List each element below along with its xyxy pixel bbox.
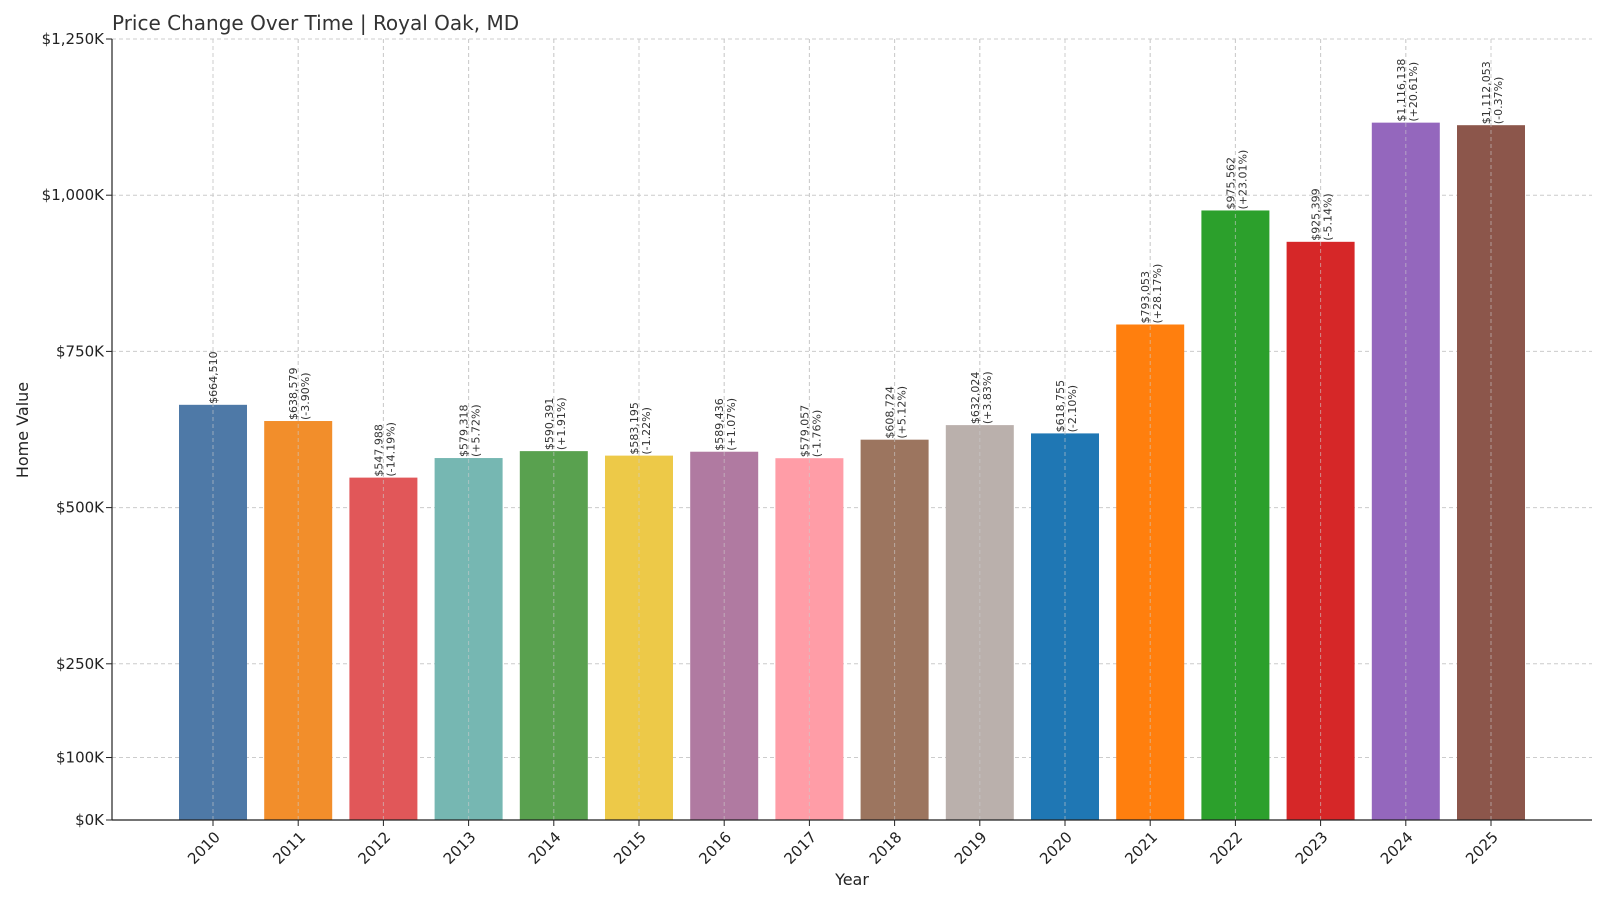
x-tick-label: 2012 — [354, 828, 394, 868]
bar-value-label: $632,024 — [969, 372, 982, 425]
bar-change-label: (+28.17%) — [1151, 264, 1164, 324]
x-tick-label: 2016 — [695, 828, 735, 868]
bar-change-label: (+5.12%) — [896, 386, 909, 439]
bar-change-label: (+3.83%) — [981, 371, 994, 424]
x-tick-label: 2020 — [1036, 828, 1076, 868]
y-tick-label: $1,250K — [42, 30, 105, 48]
x-axis-title: Year — [834, 870, 869, 889]
bar-value-label: $618,755 — [1054, 380, 1067, 433]
x-tick-label: 2024 — [1377, 828, 1417, 868]
grid-lines — [112, 38, 1592, 821]
bar-value-label: $608,724 — [884, 386, 897, 439]
x-tick-label: 2015 — [610, 828, 650, 868]
y-axis-ticks: $0K $100K $250K $500K $750K $1,000K $1,250K — [42, 30, 112, 829]
x-tick-label: 2014 — [525, 828, 565, 868]
bar-value-label: $925,399 — [1310, 188, 1323, 241]
bar-change-label: (+23.01%) — [1236, 150, 1249, 210]
x-tick-label: 2022 — [1206, 828, 1246, 868]
bar-change-label: (-0.37%) — [1492, 77, 1505, 125]
bar-value-label: $1,112,053 — [1480, 61, 1493, 124]
bar-change-label: (-2.10%) — [1066, 385, 1079, 433]
bar-value-label: $590,391 — [543, 398, 556, 451]
bar-value-label: $1,116,138 — [1395, 59, 1408, 122]
bar-change-label: (-14.19%) — [384, 422, 397, 477]
x-tick-label: 2010 — [184, 828, 224, 868]
bar-change-label: (-1.76%) — [810, 410, 823, 458]
bar-2017 — [775, 458, 844, 820]
bar-value-label: $579,318 — [458, 405, 471, 458]
bar-change-label: (+20.61%) — [1407, 62, 1420, 122]
bar-change-label: (+1.07%) — [725, 398, 738, 451]
bar-value-label: $589,436 — [713, 398, 726, 451]
y-axis-title: Home Value — [13, 382, 32, 478]
y-tick-label: $1,000K — [42, 186, 105, 204]
chart-title: Price Change Over Time | Royal Oak, MD — [112, 11, 519, 35]
bar-change-label: (-1.22%) — [640, 407, 653, 455]
bar-change-label: (+1.91%) — [555, 397, 568, 450]
bar-change-label: (+5.72%) — [470, 404, 483, 457]
bar-value-label: $975,562 — [1224, 157, 1237, 210]
x-tick-label: 2017 — [780, 828, 820, 868]
x-axis-ticks: 2010 2011 2012 2013 2014 2015 2016 2017 2018 2019… — [184, 820, 1502, 868]
bar-value-label: $547,988 — [372, 424, 385, 477]
x-tick-label: 2019 — [951, 828, 991, 868]
bar-value-label: $583,195 — [628, 402, 641, 455]
x-tick-label: 2011 — [269, 828, 309, 868]
bar-value-label: $664,510 — [207, 351, 220, 404]
bar-value-label: $638,579 — [287, 368, 300, 421]
bar-change-label: (-5.14%) — [1322, 193, 1335, 241]
bar-change-label: (-3.90%) — [299, 373, 312, 421]
bar-2024 — [1371, 122, 1440, 821]
x-tick-label: 2018 — [866, 828, 906, 868]
x-tick-label: 2025 — [1462, 828, 1502, 868]
y-tick-label: $500K — [56, 499, 105, 517]
bar-labels: $664,510 $638,579 (-3.90%) $547,988 (-14.19%… — [207, 39, 1505, 820]
y-tick-label: $250K — [56, 655, 105, 673]
x-tick-label: 2021 — [1121, 828, 1161, 868]
bar-2013 — [434, 458, 503, 820]
bar-value-label: $579,057 — [798, 405, 811, 458]
y-tick-label: $0K — [75, 811, 105, 829]
x-tick-label: 2023 — [1292, 828, 1332, 868]
y-tick-label: $750K — [56, 342, 105, 360]
y-tick-label: $100K — [56, 749, 105, 767]
bar-value-label: $793,053 — [1139, 271, 1152, 324]
x-tick-label: 2013 — [440, 828, 480, 868]
